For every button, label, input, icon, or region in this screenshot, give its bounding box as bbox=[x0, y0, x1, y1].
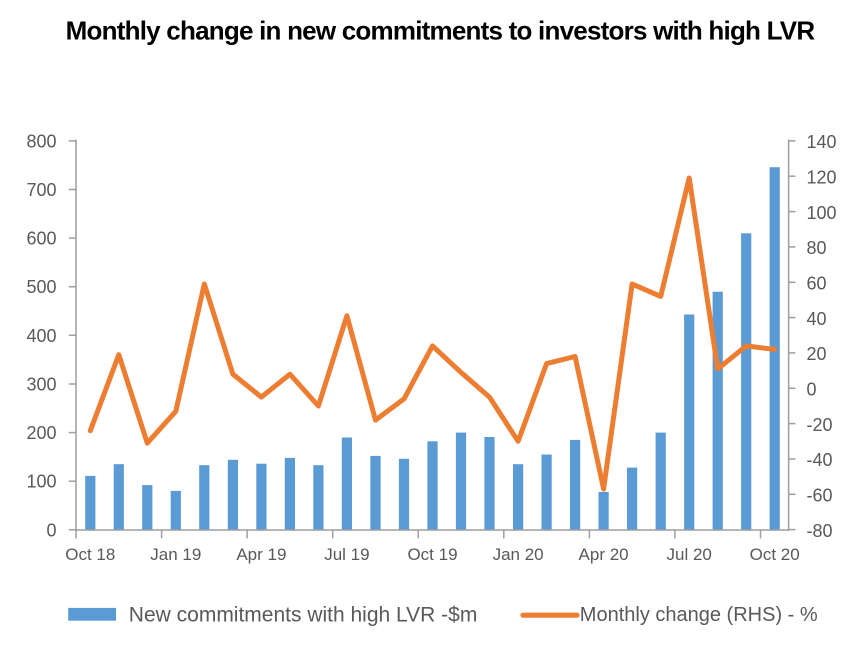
svg-text:40: 40 bbox=[807, 309, 827, 329]
svg-text:100: 100 bbox=[26, 472, 56, 492]
svg-text:120: 120 bbox=[807, 167, 837, 187]
svg-text:Monthly change in new commitme: Monthly change in new commitments to inv… bbox=[66, 16, 816, 46]
svg-text:Jul 19: Jul 19 bbox=[324, 545, 369, 564]
svg-text:Oct 20: Oct 20 bbox=[750, 545, 800, 564]
svg-text:-60: -60 bbox=[807, 486, 833, 506]
svg-text:New commitments with high LVR: New commitments with high LVR -$m bbox=[129, 603, 478, 626]
svg-text:60: 60 bbox=[807, 274, 827, 294]
svg-text:200: 200 bbox=[26, 423, 56, 443]
svg-text:500: 500 bbox=[26, 277, 56, 297]
svg-text:Oct 19: Oct 19 bbox=[407, 545, 457, 564]
svg-text:Monthly change (RHS) - %: Monthly change (RHS) - % bbox=[580, 604, 818, 626]
svg-text:Apr 19: Apr 19 bbox=[236, 545, 286, 564]
svg-text:-20: -20 bbox=[807, 415, 833, 435]
svg-text:Jan 20: Jan 20 bbox=[493, 545, 544, 564]
svg-text:300: 300 bbox=[26, 375, 56, 395]
svg-text:Jan 19: Jan 19 bbox=[150, 545, 201, 564]
svg-text:Oct 18: Oct 18 bbox=[65, 545, 115, 564]
svg-text:-80: -80 bbox=[807, 521, 833, 541]
svg-text:700: 700 bbox=[26, 180, 56, 200]
svg-text:400: 400 bbox=[26, 326, 56, 346]
svg-text:20: 20 bbox=[807, 344, 827, 364]
svg-text:Apr 20: Apr 20 bbox=[579, 545, 629, 564]
svg-text:0: 0 bbox=[46, 520, 56, 540]
svg-text:Jul 20: Jul 20 bbox=[667, 545, 712, 564]
svg-text:0: 0 bbox=[807, 380, 817, 400]
svg-text:-40: -40 bbox=[807, 450, 833, 470]
svg-text:100: 100 bbox=[807, 203, 837, 223]
svg-text:80: 80 bbox=[807, 238, 827, 258]
svg-text:600: 600 bbox=[26, 229, 56, 249]
svg-text:140: 140 bbox=[807, 132, 837, 152]
svg-text:800: 800 bbox=[26, 131, 56, 151]
